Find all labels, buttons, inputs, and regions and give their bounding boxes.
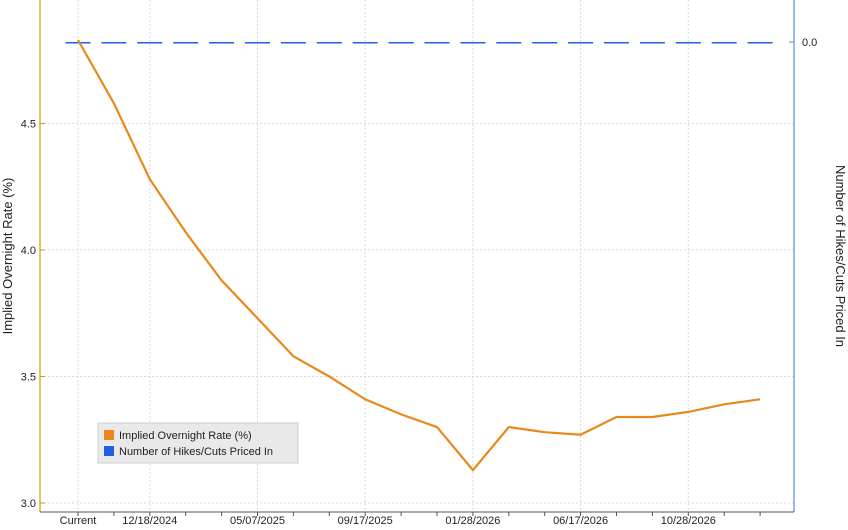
x-tick-label-5: 05/07/2025 — [230, 515, 285, 527]
bar-19 — [747, 42, 773, 44]
bar-7 — [316, 42, 342, 44]
left-tick-label-1: 3.5 — [21, 372, 36, 384]
left-axis-title: Implied Overnight Rate (%) — [0, 178, 15, 335]
legend-box — [97, 422, 299, 464]
bar-4 — [209, 42, 235, 44]
left-tick-label-3: 4.5 — [21, 119, 36, 131]
bar-14 — [568, 42, 594, 44]
left-axis: 3.0 3.5 4.0 4.5 — [21, 0, 45, 512]
grid — [40, 0, 794, 512]
x-tick-label-14: 06/17/2026 — [553, 515, 608, 527]
bar-3 — [173, 42, 199, 44]
bar-13 — [532, 42, 558, 44]
right-axis: 0.0-1.0-2.0-3.0-4.0-5.0-6.0-7.0 — [789, 0, 817, 512]
x-axis: Current 12/18/2024 05/07/2025 09/17/2025 01/… — [40, 511, 794, 527]
legend-swatch-hikes-cuts — [104, 446, 114, 456]
legend-label-rate: Implied Overnight Rate (%) — [119, 430, 252, 442]
bar-9 — [388, 42, 414, 44]
bar-11 — [460, 42, 486, 44]
legend: Implied Overnight Rate (%) Number of Hik… — [97, 422, 299, 464]
right-axis-title: Number of Hikes/Cuts Priced In — [833, 165, 848, 347]
right-tick-label-0: 0.0 — [802, 37, 817, 49]
bar-1 — [101, 42, 127, 44]
bar-10 — [424, 42, 450, 44]
x-tick-label-0: Current — [60, 515, 97, 527]
bar-2 — [137, 42, 163, 44]
legend-label-hikes-cuts: Number of Hikes/Cuts Priced In — [119, 446, 273, 458]
bar-series — [65, 42, 773, 44]
x-tick-label-8: 09/17/2025 — [338, 515, 393, 527]
rate-line — [77, 39, 761, 472]
x-tick-label-2: 12/18/2024 — [122, 515, 177, 527]
bar-18 — [711, 42, 737, 44]
bar-0 — [65, 42, 91, 44]
bar-12 — [496, 42, 522, 44]
left-tick-label-2: 4.0 — [21, 245, 36, 257]
bar-6 — [280, 42, 306, 44]
bar-15 — [604, 42, 629, 44]
bar-8 — [352, 42, 378, 44]
left-tick-label-0: 3.0 — [21, 498, 36, 510]
x-tick-label-17: 10/28/2026 — [661, 515, 716, 527]
bar-5 — [245, 42, 270, 44]
legend-swatch-rate — [104, 430, 114, 440]
bar-17 — [675, 42, 701, 44]
bar-16 — [639, 42, 665, 44]
x-tick-label-11: 01/28/2026 — [445, 515, 500, 527]
